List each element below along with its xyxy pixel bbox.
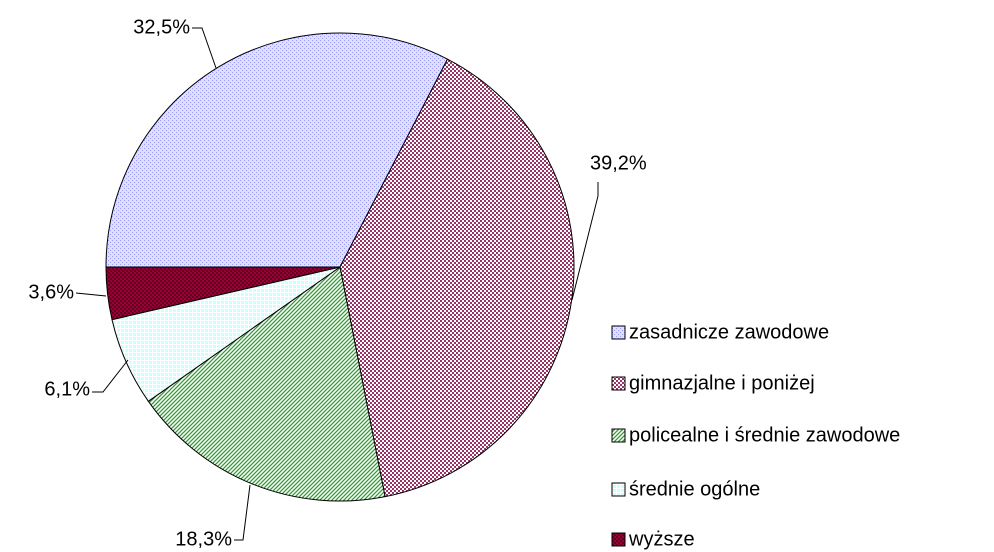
data-label: 39,2% (590, 152, 647, 174)
legend-label: policealne i średnie zawodowe (629, 424, 900, 446)
data-label: 32,5% (133, 16, 190, 38)
leader-line (234, 484, 251, 541)
legend-swatch (611, 482, 626, 497)
pie-slice (105, 32, 449, 268)
legend-label: wyższe (628, 528, 695, 550)
data-label: 18,3% (175, 528, 232, 550)
legend-label: średnie ogólne (629, 478, 760, 500)
legend-label: zasadnicze zawodowe (629, 321, 829, 343)
legend-swatch (611, 428, 626, 443)
data-label: 6,1% (44, 378, 90, 400)
leader-line (192, 27, 217, 69)
data-label: 3,6% (28, 281, 74, 303)
leader-line (92, 359, 129, 393)
pie-slice (147, 266, 386, 502)
pie-slice (339, 58, 575, 498)
leader-line (571, 182, 599, 301)
legend-swatch (611, 532, 626, 547)
legend-swatch (611, 376, 626, 391)
legend-swatch (611, 325, 626, 340)
pie-slice (105, 266, 341, 321)
legend-label: gimnazjalne i poniżej (629, 372, 815, 394)
leader-line (75, 292, 107, 297)
